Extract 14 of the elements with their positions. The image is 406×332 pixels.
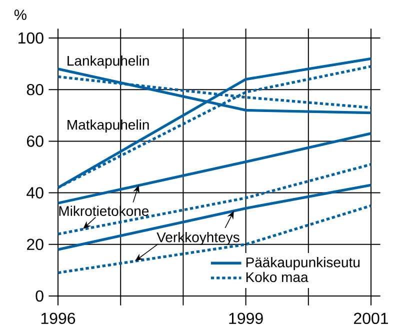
y-tick-label: 20 xyxy=(27,238,44,250)
y-tick-label: 80 xyxy=(26,84,44,96)
legend-label: Pääkaupunkiseutu xyxy=(246,257,360,270)
x-tick-label: 1999 xyxy=(229,312,263,324)
line-series xyxy=(56,132,372,204)
y-tick-label: 100 xyxy=(18,32,44,44)
x-tick-label: 2001 xyxy=(354,312,388,324)
y-tick-label: 60 xyxy=(27,136,44,147)
y-tick-label: 40 xyxy=(26,187,44,198)
x-tick-label: 1996 xyxy=(41,312,76,324)
y-tick-label: 0 xyxy=(36,290,44,302)
legend-label: Koko maa xyxy=(246,272,308,282)
line-series xyxy=(56,184,372,251)
y-axis-title: % xyxy=(14,10,26,20)
